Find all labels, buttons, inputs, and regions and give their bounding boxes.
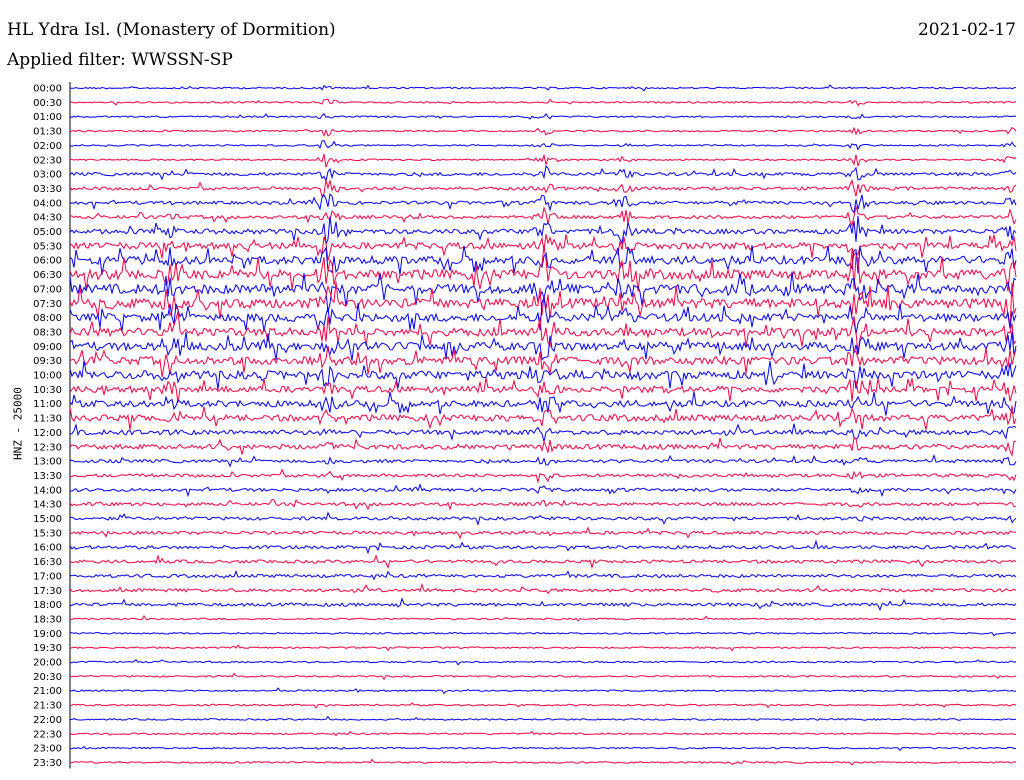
time-tick-label: 02:30	[33, 155, 62, 166]
trace-line	[69, 295, 1017, 335]
trace-line	[69, 405, 1017, 431]
trace-line	[69, 715, 1017, 721]
time-tick-label: 08:00	[33, 313, 62, 324]
trace-line	[69, 615, 1017, 622]
time-tick-label: 03:30	[33, 184, 62, 195]
time-tick-label: 06:00	[33, 256, 62, 267]
time-tick-label: 21:30	[33, 701, 62, 712]
trace-line	[69, 360, 1017, 390]
trace-line	[69, 498, 1017, 511]
trace-line	[69, 730, 1016, 737]
trace-line	[69, 423, 1017, 442]
trace-line	[69, 113, 1017, 120]
time-tick-label: 22:00	[33, 715, 62, 726]
trace-line	[69, 281, 1017, 328]
trace-line	[69, 165, 1017, 183]
time-tick-label: 23:30	[33, 758, 62, 769]
trace-line	[69, 345, 1017, 378]
time-tick-label: 16:30	[33, 557, 62, 568]
time-tick-label: 05:00	[33, 227, 62, 238]
time-tick-label: 00:00	[33, 84, 62, 95]
time-tick-label: 00:30	[33, 98, 62, 109]
trace-line	[69, 245, 1017, 275]
time-tick-label: 20:30	[33, 672, 62, 683]
time-tick-label: 10:30	[33, 385, 62, 396]
time-tick-label: 06:30	[33, 270, 62, 281]
time-tick-label: 09:30	[33, 356, 62, 367]
trace-line	[69, 582, 1017, 595]
time-tick-label: 15:00	[33, 514, 62, 525]
trace-line	[69, 453, 1017, 468]
time-tick-label: 12:00	[33, 428, 62, 439]
time-tick-label: 08:30	[33, 327, 62, 338]
time-tick-label: 09:00	[33, 342, 62, 353]
trace-line	[69, 468, 1017, 484]
trace-line	[69, 597, 1017, 612]
time-tick-label: 15:30	[33, 528, 62, 539]
time-tick-label: 02:00	[33, 141, 62, 152]
time-tick-label: 07:00	[33, 284, 62, 295]
time-tick-label: 03:00	[33, 170, 62, 181]
time-tick-label: 14:30	[33, 500, 62, 511]
trace-line	[69, 140, 1017, 151]
time-tick-label: 18:30	[33, 614, 62, 625]
time-tick-label: 12:30	[33, 442, 62, 453]
trace-line	[69, 178, 1017, 198]
trace-line	[69, 687, 1017, 695]
trace-line	[69, 126, 1017, 137]
trace-line	[69, 644, 1017, 652]
trace-line	[69, 672, 1017, 681]
time-tick-label: 17:30	[33, 586, 62, 597]
trace-line	[70, 153, 1017, 168]
trace-line	[69, 539, 1017, 555]
time-tick-label: 18:00	[33, 600, 62, 611]
record-date: 2021-02-17	[917, 20, 1016, 40]
time-tick-label: 11:00	[33, 399, 62, 410]
trace-line	[69, 758, 1017, 766]
time-tick-label: 01:30	[33, 127, 62, 138]
time-tick-label: 13:30	[33, 471, 62, 482]
trace-line	[69, 437, 1017, 458]
trace-line	[69, 631, 1017, 637]
trace-line	[69, 554, 1017, 570]
time-tick-label: 19:00	[33, 629, 62, 640]
trace-line	[69, 702, 1017, 709]
time-tick-label: 04:00	[33, 198, 62, 209]
trace-line	[69, 483, 1017, 498]
trace-line	[69, 569, 1017, 581]
trace-line	[70, 511, 1017, 527]
trace-line	[69, 745, 1017, 752]
trace-line	[69, 193, 1017, 214]
trace-line	[70, 84, 1017, 92]
time-tick-label: 21:00	[33, 686, 62, 697]
time-tick-label: 17:00	[33, 571, 62, 582]
trace-line	[69, 98, 1017, 107]
time-tick-label: 11:30	[33, 414, 62, 425]
trace-line	[69, 205, 1017, 228]
trace-line	[69, 331, 1017, 361]
filter-label: Applied filter: WWSSN-SP	[7, 50, 233, 70]
trace-line	[69, 215, 1017, 245]
time-tick-label: 13:00	[33, 457, 62, 468]
trace-line	[69, 526, 1016, 540]
time-tick-label: 10:00	[33, 371, 62, 382]
time-tick-label: 14:00	[33, 485, 62, 496]
trace-line	[69, 391, 1017, 416]
trace-line	[69, 245, 1017, 292]
time-tick-label: 16:00	[33, 543, 62, 554]
time-tick-label: 07:30	[33, 299, 62, 310]
time-tick-label: 20:00	[33, 658, 62, 669]
time-tick-label: 22:30	[33, 729, 62, 740]
time-tick-label: 01:00	[33, 112, 62, 123]
time-tick-label: 05:30	[33, 241, 62, 252]
time-tick-label: 19:30	[33, 643, 62, 654]
time-tick-label: 23:00	[33, 744, 62, 755]
station-title: HL Ydra Isl. (Monastery of Dormition)	[7, 20, 336, 40]
trace-line	[69, 271, 1017, 313]
trace-line	[69, 377, 1017, 403]
trace-line	[70, 658, 1017, 666]
trace-line	[69, 234, 1017, 261]
time-tick-label: 04:30	[33, 213, 62, 224]
